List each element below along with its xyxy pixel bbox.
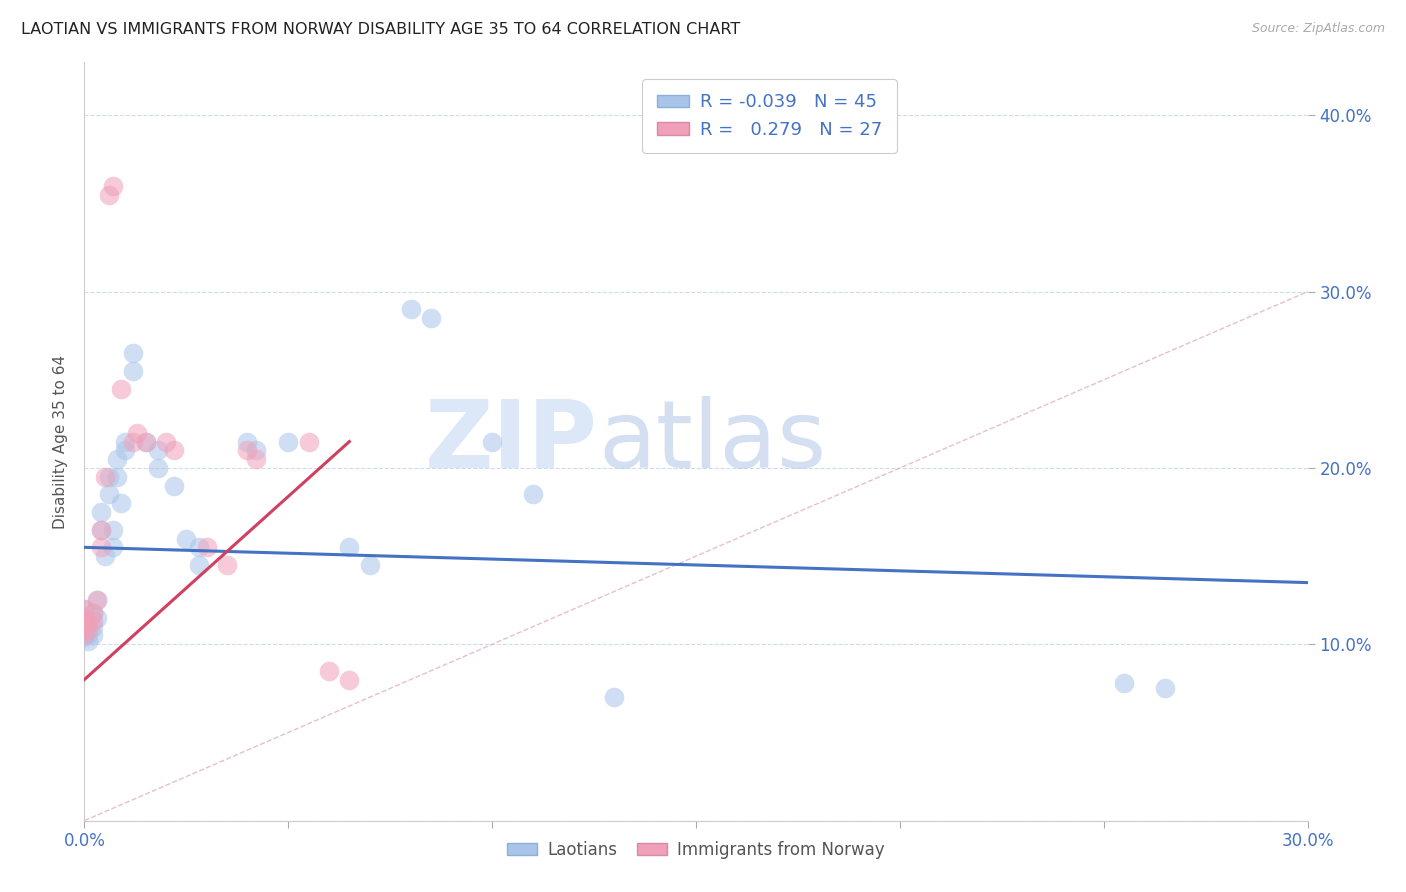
Point	[245, 452, 267, 467]
Point	[86, 593, 108, 607]
Point	[73, 630, 96, 644]
Point	[122, 364, 145, 378]
Point	[163, 443, 186, 458]
Point	[77, 616, 100, 631]
Point	[146, 461, 169, 475]
Point	[86, 593, 108, 607]
Point	[110, 382, 132, 396]
Point	[82, 606, 104, 620]
Point	[122, 346, 145, 360]
Point	[359, 558, 381, 572]
Point	[73, 620, 96, 634]
Point	[77, 633, 100, 648]
Point	[73, 628, 96, 642]
Text: ZIP: ZIP	[425, 395, 598, 488]
Point	[318, 664, 340, 678]
Point	[82, 615, 104, 629]
Point	[135, 434, 157, 449]
Point	[187, 541, 209, 555]
Point	[101, 178, 124, 193]
Point	[155, 434, 177, 449]
Point	[481, 434, 503, 449]
Point	[1114, 676, 1136, 690]
Point	[114, 434, 136, 449]
Point	[93, 470, 115, 484]
Point	[82, 606, 104, 620]
Point	[101, 541, 124, 555]
Point	[82, 620, 104, 634]
Point	[105, 470, 128, 484]
Point	[187, 558, 209, 572]
Point	[97, 187, 120, 202]
Point	[127, 425, 149, 440]
Point	[105, 452, 128, 467]
Point	[101, 523, 124, 537]
Point	[90, 523, 112, 537]
Point	[73, 611, 96, 625]
Point	[77, 624, 100, 638]
Point	[90, 505, 112, 519]
Point	[146, 443, 169, 458]
Point	[217, 558, 239, 572]
Point	[73, 624, 96, 638]
Point	[339, 541, 361, 555]
Point	[1154, 681, 1177, 696]
Point	[603, 690, 626, 705]
Point	[93, 549, 115, 563]
Point	[236, 443, 259, 458]
Point	[77, 626, 100, 640]
Point	[97, 470, 120, 484]
Point	[245, 443, 267, 458]
Point	[236, 434, 259, 449]
Point	[77, 616, 100, 631]
Point	[135, 434, 157, 449]
Point	[86, 611, 108, 625]
Point	[277, 434, 299, 449]
Point	[174, 532, 197, 546]
Point	[163, 478, 186, 492]
Point	[122, 434, 145, 449]
Point	[114, 443, 136, 458]
Point	[399, 302, 422, 317]
Point	[73, 611, 96, 625]
Point	[298, 434, 321, 449]
Point	[420, 311, 443, 326]
Text: Source: ZipAtlas.com: Source: ZipAtlas.com	[1251, 22, 1385, 36]
Point	[522, 487, 544, 501]
Point	[90, 523, 112, 537]
Text: atlas: atlas	[598, 395, 827, 488]
Point	[110, 496, 132, 510]
Point	[339, 673, 361, 687]
Point	[97, 487, 120, 501]
Point	[90, 541, 112, 555]
Y-axis label: Disability Age 35 to 64: Disability Age 35 to 64	[53, 354, 69, 529]
Text: LAOTIAN VS IMMIGRANTS FROM NORWAY DISABILITY AGE 35 TO 64 CORRELATION CHART: LAOTIAN VS IMMIGRANTS FROM NORWAY DISABI…	[21, 22, 741, 37]
Point	[82, 628, 104, 642]
Point	[73, 602, 96, 616]
Legend: Laotians, Immigrants from Norway: Laotians, Immigrants from Norway	[501, 834, 891, 865]
Point	[195, 541, 218, 555]
Point	[73, 602, 96, 616]
